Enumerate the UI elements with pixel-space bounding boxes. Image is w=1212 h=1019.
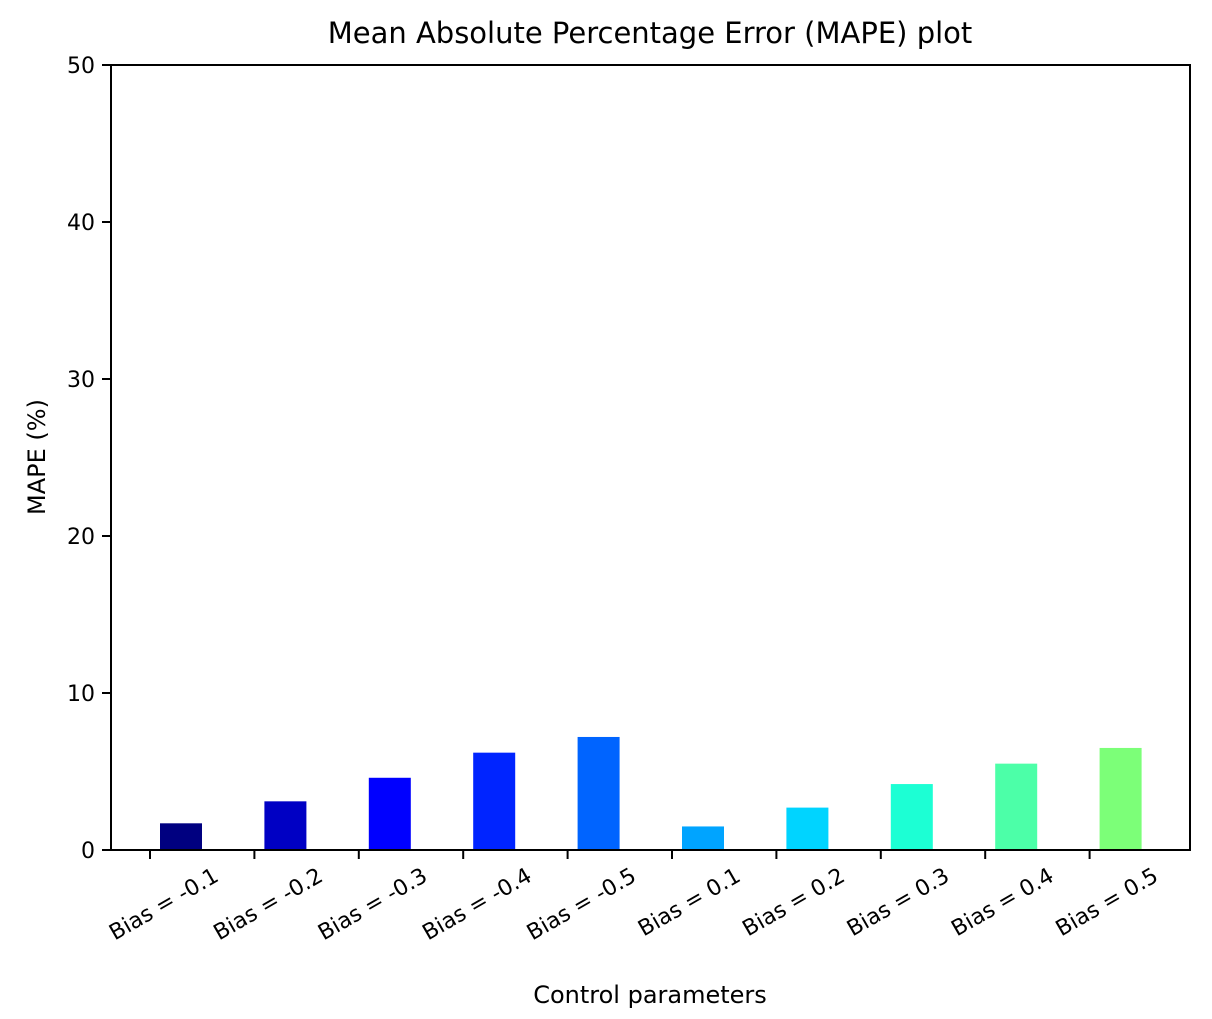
bar-10: [1099, 747, 1142, 850]
x-tick-label: Bias = 0.4: [947, 864, 1058, 942]
y-tick-label: 10: [67, 682, 95, 707]
x-tick-label: Bias = -0.5: [523, 864, 641, 946]
x-tick-label: Bias = 0.5: [1052, 864, 1163, 942]
bar-7: [786, 807, 829, 850]
x-tick-label: Bias = 0.3: [843, 864, 954, 942]
y-tick-label: 0: [81, 839, 95, 864]
y-tick-label: 30: [67, 368, 95, 393]
y-axis-ticks: 0 10 20 30 40 50: [67, 54, 111, 864]
y-tick-label: 20: [67, 525, 95, 550]
y-axis-label: MAPE (%): [23, 399, 51, 515]
bar-5: [577, 736, 620, 850]
x-tick-label: Bias = -0.1: [105, 864, 223, 946]
bar-3: [368, 777, 411, 850]
bars-group: [160, 736, 1142, 850]
x-tick-label: Bias = -0.4: [418, 864, 536, 946]
bar-9: [995, 763, 1038, 850]
x-tick-label: Bias = -0.2: [210, 864, 328, 946]
x-tick-label: Bias = 0.2: [739, 864, 850, 942]
bar-2: [264, 801, 307, 850]
x-tick-label: Bias = -0.3: [314, 864, 432, 946]
plot-frame: [110, 64, 1191, 851]
x-axis-label: Control parameters: [533, 981, 767, 1009]
chart-title: Mean Absolute Percentage Error (MAPE) pl…: [328, 16, 973, 50]
y-tick-label: 50: [67, 54, 95, 79]
bar-8: [890, 784, 933, 850]
bar-1: [160, 823, 202, 850]
x-tick-label: Bias = 0.1: [634, 864, 745, 942]
bar-4: [473, 752, 516, 850]
y-tick-label: 40: [67, 211, 95, 236]
bar-6: [682, 826, 724, 850]
